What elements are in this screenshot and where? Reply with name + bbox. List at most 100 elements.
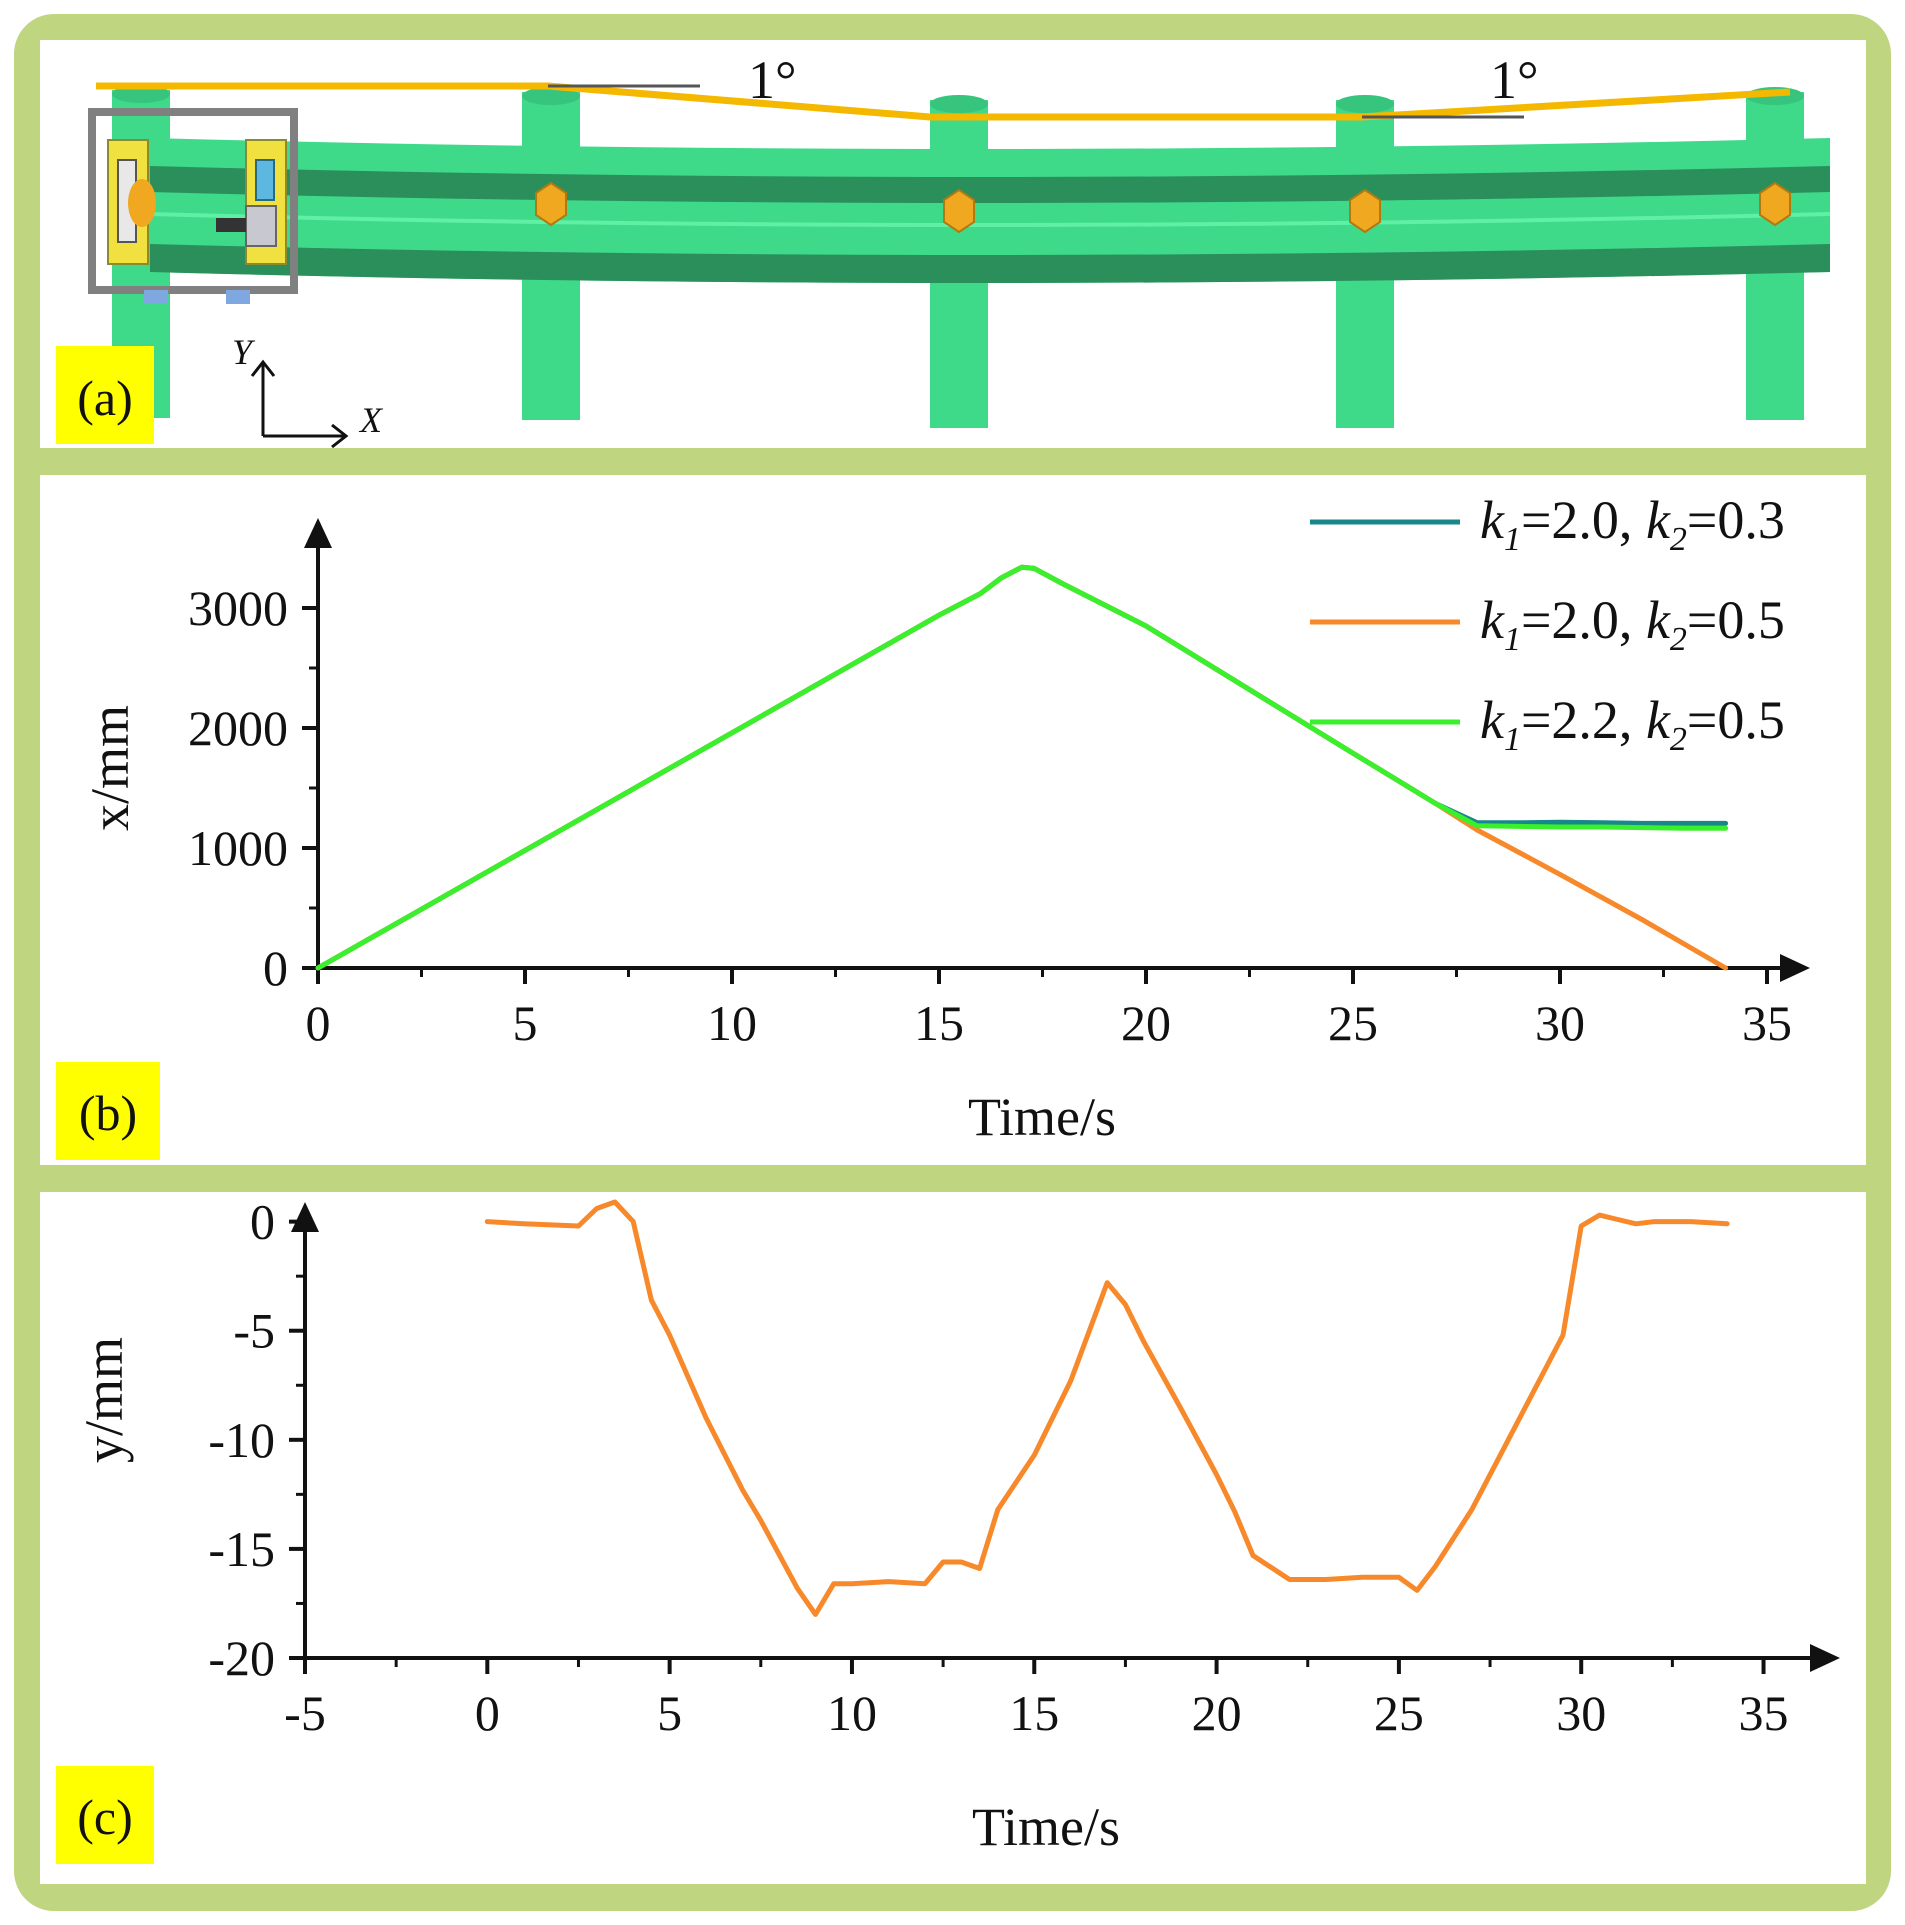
- x-tick-label: 10: [827, 1685, 877, 1741]
- x-tick-label: 35: [1742, 995, 1792, 1051]
- y-tick-label: 3000: [188, 580, 288, 636]
- legend-subscript: 1: [1504, 521, 1521, 558]
- legend-text-part: =0.3: [1687, 490, 1785, 550]
- x-tick-label: 25: [1328, 995, 1378, 1051]
- x-tick-label: 35: [1739, 1685, 1789, 1741]
- x-axis-title: Time/s: [972, 1797, 1120, 1857]
- chart-b: 0 5 10 15 20 25 30 350100020003000Time/sx/mmk1=…: [80, 490, 1810, 1147]
- legend-text-part: k: [1480, 490, 1505, 550]
- axis-x-label: X: [358, 400, 384, 440]
- legend-text-part: =0.5: [1687, 590, 1785, 650]
- y-axis-arrowhead-icon: [304, 518, 332, 548]
- x-tick-label: -5: [284, 1685, 326, 1741]
- inspection-robot-icon: [88, 108, 298, 304]
- panel-b-tag-bg: [56, 1062, 160, 1160]
- panel-b-background: [40, 475, 1866, 1165]
- x-tick-label: 0: [306, 995, 331, 1051]
- post-cap: [1336, 95, 1394, 113]
- robot-arm: [216, 218, 246, 232]
- y-tick-label: 0: [263, 940, 288, 996]
- x-tick-label: 20: [1192, 1685, 1242, 1741]
- panel-b: 0 5 10 15 20 25 30 350100020003000Time/sx/mmk1=…: [40, 475, 1866, 1165]
- legend-text-part: k: [1646, 490, 1671, 550]
- chart-c: -5 0 5 10 15 20 25 30 35 0 -5 -10 -15 -20 Time/s y/mm: [74, 1194, 1840, 1857]
- x-tick-label: 0: [475, 1685, 500, 1741]
- x-tick-label: 30: [1535, 995, 1585, 1051]
- y-tick-label: -20: [208, 1630, 275, 1686]
- panel-a: 1° 1° Y X (a): [40, 40, 1866, 449]
- legend-text-part: k: [1480, 690, 1505, 750]
- x-tick-label: 15: [1009, 1685, 1059, 1741]
- beam-groove-lower: [150, 244, 1830, 283]
- robot-wheel-bottom-right: [226, 290, 250, 304]
- x-tick-label: 25: [1374, 1685, 1424, 1741]
- y-axis-arrowhead-icon: [291, 1202, 319, 1232]
- post-cap: [930, 95, 988, 113]
- legend-text-part: k: [1646, 590, 1671, 650]
- x-tick-label: 30: [1556, 1685, 1606, 1741]
- legend-text-part: =2.0,: [1521, 590, 1646, 650]
- robot-wheel-left: [128, 179, 156, 227]
- coordinate-axes: [250, 359, 349, 449]
- series-line: [315, 564, 1729, 971]
- legend-text-part: =0.5: [1687, 690, 1785, 750]
- x-arrowhead-icon: [331, 423, 349, 449]
- y-arrowhead-icon: [250, 359, 276, 377]
- panel-c-tag: (c): [77, 1789, 133, 1845]
- panel-c-tag-bg: [56, 1766, 154, 1864]
- x-tick-label: 10: [707, 995, 757, 1051]
- bolt-icon: [535, 181, 567, 227]
- y-tick-label: -10: [208, 1412, 275, 1468]
- legend-text-part: =2.2,: [1521, 690, 1646, 750]
- bolt-icon: [1759, 181, 1791, 227]
- y-tick-label: -5: [233, 1303, 275, 1359]
- bolt-icon: [943, 188, 975, 234]
- legend-entry: k1=2.0, k2=0.3: [1480, 490, 1785, 558]
- legend-subscript: 1: [1504, 721, 1521, 758]
- legend-subscript: 2: [1670, 721, 1687, 758]
- panel-c-background: [40, 1192, 1866, 1884]
- bolt-icon: [1349, 188, 1381, 234]
- y-tick-label: -15: [208, 1521, 275, 1577]
- x-tick-label: 5: [513, 995, 538, 1051]
- bolts: [535, 181, 1791, 234]
- panel-c: -5 0 5 10 15 20 25 30 35 0 -5 -10 -15 -20 Time/s y/mm (…: [40, 1192, 1866, 1884]
- angle-label-right: 1°: [1490, 50, 1539, 110]
- y-axis-title: x/mm: [80, 705, 140, 831]
- panel-b-tag: (b): [79, 1085, 137, 1141]
- legend-subscript: 2: [1670, 521, 1687, 558]
- legend-text-part: k: [1646, 690, 1671, 750]
- angle-label-left: 1°: [748, 50, 797, 110]
- robot-plate-right-inner: [255, 159, 275, 201]
- x-tick-label: 20: [1121, 995, 1171, 1051]
- y-tick-label: 2000: [188, 700, 288, 756]
- x-axis-arrowhead-icon: [1780, 954, 1810, 982]
- x-axis-title: Time/s: [968, 1087, 1116, 1147]
- beam-groove-upper: [150, 166, 1830, 203]
- x-tick-label: 15: [914, 995, 964, 1051]
- y-tick-label: 0: [250, 1194, 275, 1250]
- legend-entry: k1=2.2, k2=0.5: [1480, 690, 1785, 758]
- beam-highlight: [149, 212, 1831, 227]
- legend-text-part: =2.0,: [1521, 490, 1646, 550]
- legend-entry: k1=2.0, k2=0.5: [1480, 590, 1785, 658]
- legend-subscript: 1: [1504, 621, 1521, 658]
- trajectory: 1° 1°: [96, 50, 1791, 121]
- x-tick-label: 5: [657, 1685, 682, 1741]
- legend-text-part: k: [1480, 590, 1505, 650]
- robot-frame: [88, 108, 298, 294]
- robot-wheel-bottom-left: [144, 290, 168, 304]
- panel-a-tag: (a): [77, 370, 133, 426]
- trajectory-path: [96, 82, 1791, 121]
- y-tick-label: 1000: [188, 820, 288, 876]
- x-axis-arrowhead-icon: [1810, 1644, 1840, 1672]
- guardrail-beam: [149, 138, 1831, 283]
- robot-body: [245, 205, 277, 247]
- post-cap: [522, 87, 580, 105]
- legend-subscript: 2: [1670, 621, 1687, 658]
- panel-a-tag-bg: [56, 346, 154, 444]
- y-axis-title: y/mm: [74, 1337, 134, 1463]
- series-line: [484, 1199, 1730, 1617]
- axis-y-label: Y: [232, 332, 256, 372]
